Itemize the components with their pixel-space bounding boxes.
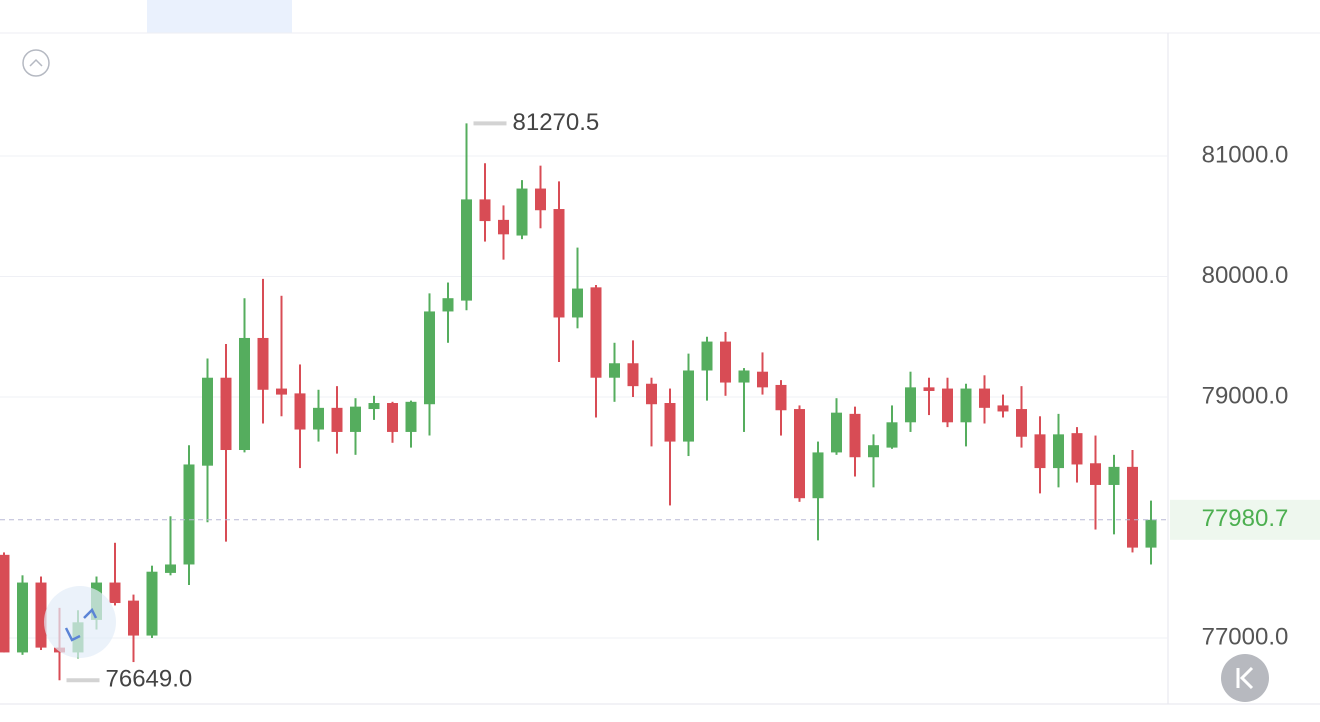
plot-area: 81000.0 80000.0 79000.0 77000.0 77980.7 81270…	[0, 109, 1320, 693]
candle-body	[609, 363, 620, 378]
candle-body	[794, 409, 805, 499]
candle-body	[1034, 434, 1046, 469]
candle-body	[886, 422, 898, 448]
candle-body	[17, 582, 28, 653]
max-label: 81270.5	[513, 109, 600, 136]
candle-body	[442, 298, 454, 312]
candle-body	[387, 403, 398, 432]
candle-body	[1053, 434, 1064, 469]
candle-body	[535, 188, 546, 211]
candle-body	[368, 403, 380, 410]
candle-body	[479, 199, 491, 222]
candle-body	[276, 388, 287, 395]
candle-body	[1127, 466, 1138, 548]
active-tab[interactable]	[147, 0, 292, 33]
candle-body	[239, 337, 250, 451]
candle-body	[720, 341, 731, 383]
candle-body	[905, 387, 916, 423]
collapse-button[interactable]	[22, 49, 50, 77]
candle-body	[664, 403, 676, 442]
candle-body	[701, 341, 713, 371]
candle-body	[572, 288, 583, 318]
candle-body	[942, 388, 953, 423]
candle-body	[498, 219, 509, 235]
swap-arrows[interactable]	[64, 607, 98, 642]
candle-body	[1090, 463, 1101, 485]
candle-body	[183, 464, 195, 565]
candle-body	[313, 407, 324, 430]
candle-body	[202, 377, 213, 466]
candle-body	[0, 554, 10, 653]
candle-body	[812, 452, 824, 499]
min-label: 76649.0	[106, 666, 193, 693]
candle-body	[738, 370, 750, 383]
candle-body	[960, 388, 972, 423]
candle-body	[516, 188, 528, 236]
collapse-circle[interactable]	[22, 49, 50, 77]
swap-circle[interactable]	[44, 586, 116, 658]
candle-body	[1071, 433, 1083, 465]
candle-body	[590, 287, 602, 378]
candle-body	[1016, 409, 1027, 437]
candle-body	[294, 393, 306, 430]
y-tick-label: 77000.0	[1202, 623, 1289, 650]
candle-body	[868, 445, 879, 458]
last-price-bg	[1170, 499, 1320, 540]
candle-body	[146, 571, 158, 636]
candle-body	[257, 337, 269, 390]
scroll-icon[interactable]	[1236, 666, 1254, 690]
last-price-label: 77980.7	[1202, 505, 1289, 532]
candle-body	[35, 582, 47, 648]
candle-body	[923, 387, 935, 391]
swap-button[interactable]	[44, 586, 116, 658]
collapse-chevron[interactable]	[29, 58, 43, 67]
candle-body	[646, 383, 657, 405]
scroll-to-latest-button[interactable]	[1221, 654, 1269, 702]
candle-body	[979, 388, 990, 408]
candle-body	[220, 377, 232, 451]
y-tick-label: 80000.0	[1202, 262, 1289, 289]
candle-body	[350, 406, 361, 432]
candle-body	[683, 370, 694, 442]
candle-body	[165, 564, 176, 573]
candle-body	[424, 311, 435, 405]
candle-body	[1108, 466, 1120, 485]
candle-body	[1145, 519, 1157, 548]
candle-body	[757, 371, 768, 388]
candle-body	[553, 209, 565, 318]
candle-body	[128, 600, 139, 636]
candle-body	[831, 412, 842, 453]
candle-body	[775, 384, 787, 411]
candle-body	[109, 582, 121, 604]
candle-body	[461, 199, 472, 301]
y-tick-label: 81000.0	[1202, 141, 1289, 168]
candle-body	[331, 407, 343, 432]
y-tick-label: 79000.0	[1202, 382, 1289, 409]
candle-body	[997, 405, 1009, 412]
candle-body	[627, 363, 639, 387]
candle-body	[849, 413, 861, 458]
candle-body	[405, 401, 417, 432]
scroll-circle[interactable]	[1221, 654, 1269, 702]
